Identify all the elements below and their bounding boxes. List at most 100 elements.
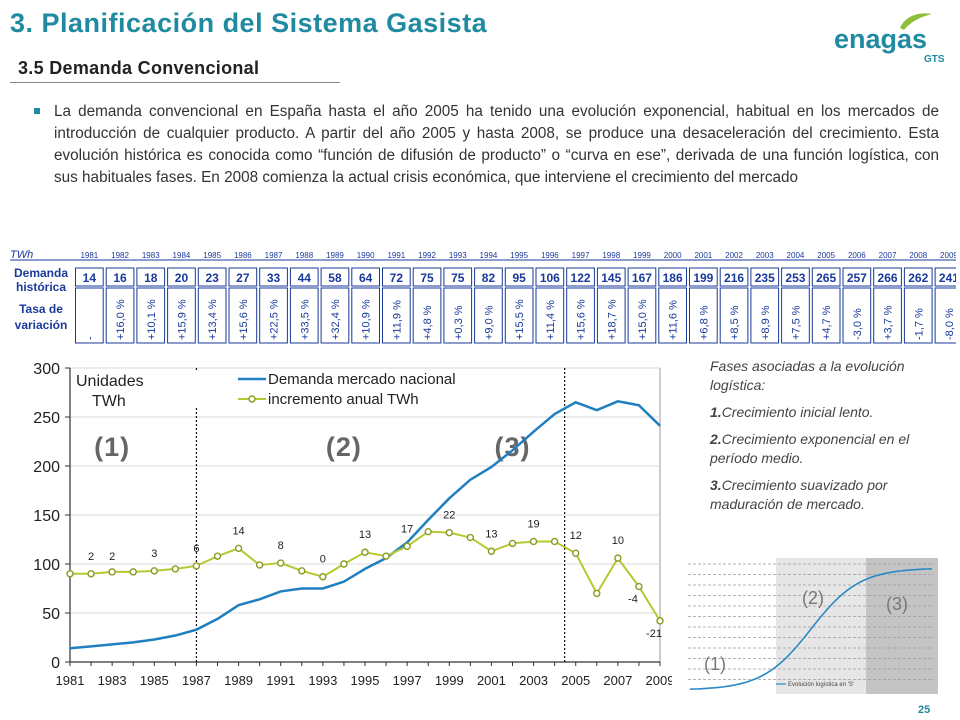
year-label: 1983 <box>142 251 160 260</box>
increment-data-label: 14 <box>232 525 244 537</box>
rate-value: +8,9 % <box>760 305 772 340</box>
year-label: 1985 <box>203 251 221 260</box>
rate-value: +15,6 % <box>238 299 250 340</box>
year-label: 1994 <box>480 251 498 260</box>
demand-cell <box>566 267 595 287</box>
rate-cell <box>535 287 565 344</box>
rate-cell <box>412 287 442 344</box>
increment-point <box>150 567 158 575</box>
y-tick-label: 100 <box>33 557 60 574</box>
demand-cell <box>320 267 350 287</box>
legend-demand-label: Demanda mercado nacional <box>268 371 456 388</box>
rate-value: +8,5 % <box>729 305 741 340</box>
x-tick-label: 2001 <box>477 673 506 688</box>
x-tick-label: 1983 <box>98 673 127 688</box>
phase-label: (2) <box>326 432 362 462</box>
demand-cell <box>596 267 626 287</box>
increment-point <box>277 559 285 567</box>
rate-value: -1,7 % <box>913 308 925 340</box>
rate-value: +6,8 % <box>698 305 710 340</box>
rate-cell <box>596 287 626 344</box>
increment-point <box>87 570 95 578</box>
demand-cell <box>535 267 565 287</box>
demand-value: 257 <box>847 271 867 285</box>
rate-cell <box>750 287 780 344</box>
demand-cell <box>259 267 288 287</box>
legend-increment-marker <box>248 395 256 403</box>
rate-cell <box>658 287 687 344</box>
increment-point <box>466 533 475 542</box>
demand-value: 235 <box>755 271 775 285</box>
increment-data-label: 2 <box>109 551 115 563</box>
rate-cell <box>443 287 473 344</box>
increment-point <box>171 565 180 573</box>
y-tick-label: 50 <box>42 606 60 623</box>
year-label: 1993 <box>449 251 467 260</box>
rate-value: -3,0 % <box>852 308 864 340</box>
rate-cell <box>873 287 902 344</box>
mini-legend-label: Evolución logística en 'S' <box>788 682 854 688</box>
year-label: 1997 <box>572 251 590 260</box>
increment-data-label: 10 <box>612 535 624 547</box>
rate-cell <box>75 287 104 344</box>
increment-point <box>234 544 243 553</box>
rate-value: +9,0 % <box>483 305 495 340</box>
demand-cell <box>136 267 166 287</box>
title-divider <box>10 82 340 83</box>
increment-point <box>319 573 327 581</box>
demand-table: TWh 1981 1982 1983 1984 1985 1986 1987 1988 1989 1… <box>10 249 956 344</box>
demand-value: 18 <box>144 271 158 285</box>
mini-phase-label-2: (2) <box>802 588 824 608</box>
rate-cell <box>566 287 595 344</box>
demand-value: 64 <box>359 271 373 285</box>
increment-data-label: 8 <box>278 540 284 552</box>
year-label: 2003 <box>756 251 774 260</box>
rate-value: +16,0 % <box>115 299 127 340</box>
increment-data-label: -21 <box>646 628 662 640</box>
fase-item-2: 2.Crecimiento exponencial en el período … <box>710 430 955 468</box>
year-label: 1984 <box>173 251 191 260</box>
x-tick-label: 1981 <box>56 673 85 688</box>
increment-point <box>129 568 137 576</box>
rate-cell <box>474 287 503 344</box>
y-tick-label: 0 <box>51 655 60 672</box>
rate-cell <box>197 287 227 344</box>
increment-point <box>572 549 580 557</box>
rate-cell <box>934 287 956 344</box>
demand-cell <box>719 267 749 287</box>
demand-cell <box>689 267 718 287</box>
demand-value: 27 <box>236 271 250 285</box>
fase-text: Crecimiento suavizado por maduración de … <box>710 477 888 512</box>
rate-cell <box>228 287 258 344</box>
increment-point <box>403 542 411 551</box>
demand-cell <box>289 267 319 287</box>
increment-point <box>213 552 222 560</box>
fase-num: 3. <box>710 477 722 493</box>
rate-cell <box>136 287 166 344</box>
row-label-demand: histórica <box>16 280 66 294</box>
logo-wordmark: enagas <box>834 24 928 54</box>
rate-cell <box>842 287 872 344</box>
intro-paragraph: La demanda convencional en España hasta … <box>54 103 939 186</box>
increment-point <box>108 568 116 576</box>
increment-point <box>340 560 348 568</box>
fase-text: Crecimiento exponencial en el período me… <box>710 431 910 466</box>
rate-cell <box>105 287 135 344</box>
demand-value: 23 <box>205 271 219 285</box>
demand-cell <box>105 267 135 287</box>
rate-value: +33,5 % <box>299 299 311 340</box>
rate-value: +10,1 % <box>146 299 158 340</box>
legend-unit-label: Unidades <box>76 373 144 390</box>
y-tick-label: 150 <box>33 508 60 525</box>
year-label: 2005 <box>817 251 835 260</box>
year-label: 1998 <box>602 251 620 260</box>
demand-value: 145 <box>601 271 621 285</box>
year-label: 2002 <box>725 251 743 260</box>
x-tick-label: 2007 <box>603 673 632 688</box>
increment-point <box>424 527 432 536</box>
rate-value: +11,9 % <box>391 300 403 340</box>
rate-value: - <box>84 336 96 340</box>
demand-value: 241 <box>939 271 956 285</box>
increment-data-label: 13 <box>485 528 497 540</box>
